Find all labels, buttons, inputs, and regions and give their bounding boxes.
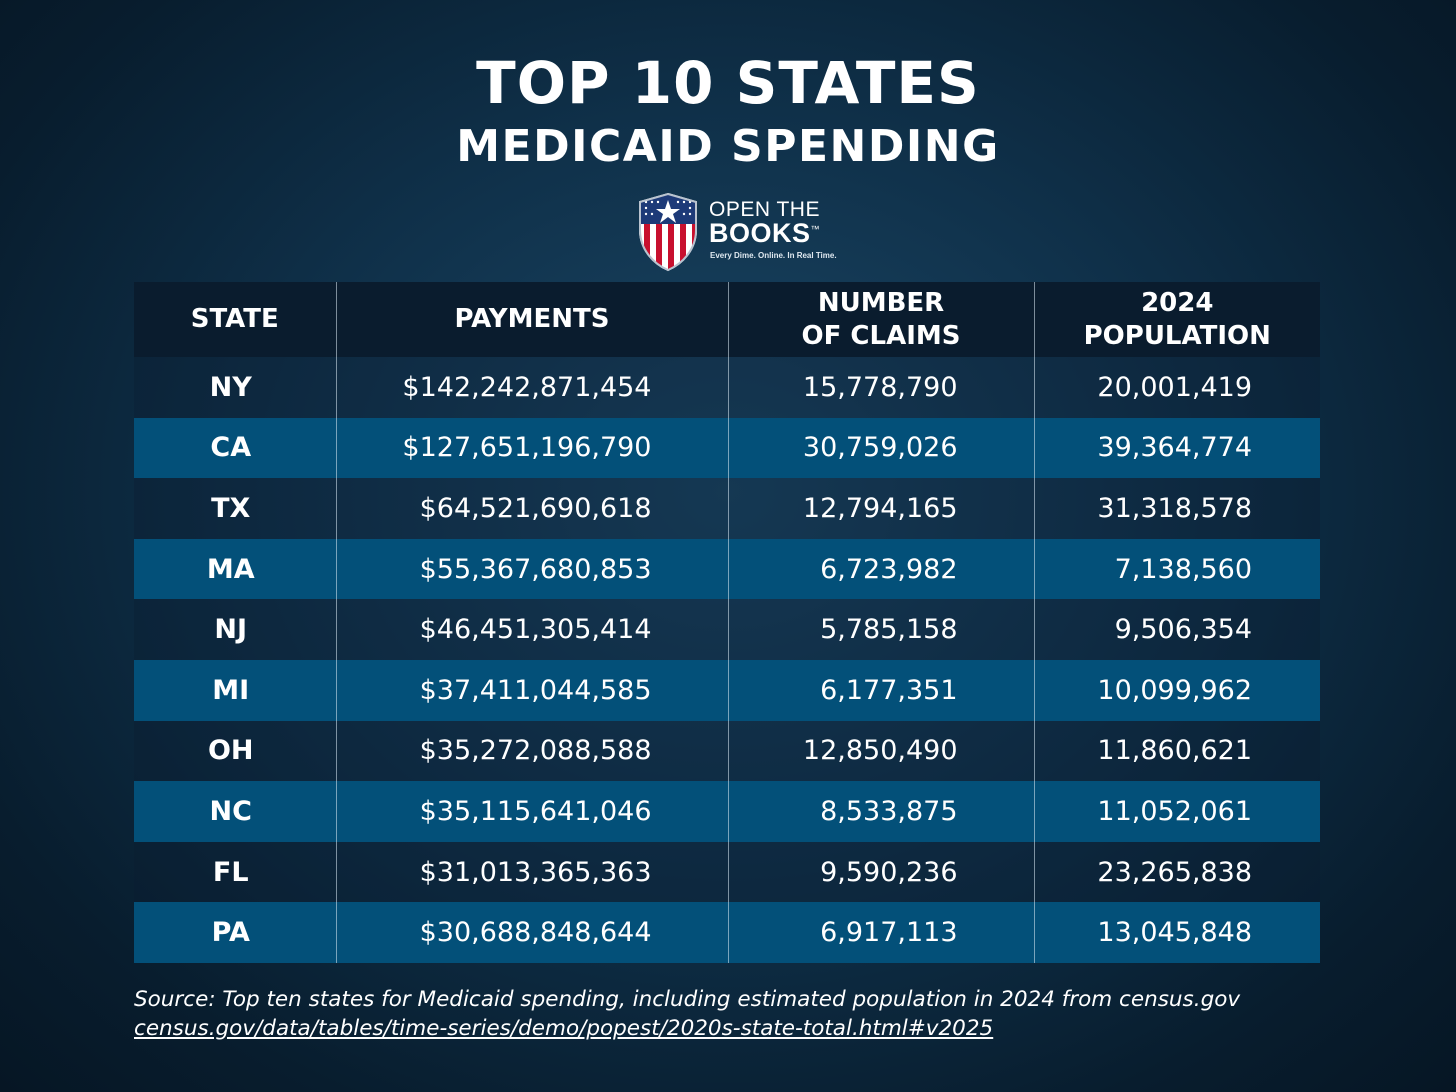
state-cell: PA xyxy=(134,902,336,963)
column-header-claims: NUMBER OF CLAIMS xyxy=(727,282,1034,357)
population-cell: 10,099,962 xyxy=(1033,659,1320,721)
payments-cell: $64,521,690,618 xyxy=(335,478,728,539)
payments-cell: $35,272,088,588 xyxy=(335,720,728,782)
shield-star-stripes-icon xyxy=(639,192,697,272)
claims-cell: 30,759,026 xyxy=(727,417,1034,479)
column-header-population: 2024 POPULATION xyxy=(1033,282,1320,357)
page-subtitle: MEDICAID SPENDING xyxy=(456,121,1000,172)
claims-cell: 6,723,982 xyxy=(727,538,1034,600)
state-cell: NC xyxy=(134,781,336,842)
table-header-row: STATE PAYMENTS NUMBER OF CLAIMS 2024 POPUL… xyxy=(134,282,1320,357)
column-header-state: STATE xyxy=(134,282,336,357)
logo-line-1: OPEN THE xyxy=(709,198,820,221)
population-cell: 39,364,774 xyxy=(1033,417,1320,479)
state-cell: MI xyxy=(134,659,336,721)
payments-cell: $31,013,365,363 xyxy=(335,841,728,903)
logo-tagline: Every Dime. Online. In Real Time. xyxy=(710,251,837,260)
column-header-claims-line1: NUMBER xyxy=(817,287,945,318)
table-row: NY $142,242,871,454 15,778,790 20,001,41… xyxy=(134,357,1320,418)
table-row: MI $37,411,044,585 6,177,351 10,099,962 xyxy=(134,659,1320,721)
population-cell: 31,318,578 xyxy=(1033,478,1320,539)
payments-cell: $55,367,680,853 xyxy=(335,538,728,600)
column-header-claims-line2: OF CLAIMS xyxy=(801,320,961,351)
column-header-payments: PAYMENTS xyxy=(335,282,728,357)
population-cell: 11,052,061 xyxy=(1033,781,1320,842)
table-row: FL $31,013,365,363 9,590,236 23,265,838 xyxy=(134,841,1320,903)
payments-cell: $37,411,044,585 xyxy=(335,659,728,721)
state-cell: OH xyxy=(134,720,336,782)
column-header-population-line1: 2024 xyxy=(1141,287,1214,318)
table-row: OH $35,272,088,588 12,850,490 11,860,621 xyxy=(134,720,1320,782)
trademark-symbol: ™ xyxy=(810,224,821,234)
state-cell: CA xyxy=(134,417,336,479)
medicaid-table: STATE PAYMENTS NUMBER OF CLAIMS 2024 POPUL… xyxy=(134,282,1320,963)
claims-cell: 9,590,236 xyxy=(727,841,1034,903)
claims-cell: 12,850,490 xyxy=(727,720,1034,782)
state-cell: TX xyxy=(134,478,336,539)
table-row: PA $30,688,848,644 6,917,113 13,045,848 xyxy=(134,902,1320,963)
claims-cell: 8,533,875 xyxy=(727,781,1034,842)
table-row: MA $55,367,680,853 6,723,982 7,138,560 xyxy=(134,538,1320,600)
page-title: TOP 10 STATES xyxy=(476,49,980,117)
source-note: Source: Top ten states for Medicaid spen… xyxy=(134,987,1241,1012)
payments-cell: $30,688,848,644 xyxy=(335,902,728,963)
payments-cell: $46,451,305,414 xyxy=(335,599,728,660)
claims-cell: 15,778,790 xyxy=(727,357,1034,418)
population-cell: 20,001,419 xyxy=(1033,357,1320,418)
data-table: STATE PAYMENTS NUMBER OF CLAIMS 2024 POPUL… xyxy=(134,282,1320,963)
population-cell: 9,506,354 xyxy=(1033,599,1320,660)
table-row: NJ $46,451,305,414 5,785,158 9,506,354 xyxy=(134,599,1320,660)
payments-cell: $35,115,641,046 xyxy=(335,781,728,842)
table-row: NC $35,115,641,046 8,533,875 11,052,061 xyxy=(134,781,1320,842)
open-the-books-logo: OPEN THE BOOKS™ Every Dime. Online. In R… xyxy=(636,192,837,274)
population-cell: 23,265,838 xyxy=(1033,841,1320,903)
source-link[interactable]: census.gov/data/tables/time-series/demo/… xyxy=(134,1016,994,1041)
claims-cell: 6,917,113 xyxy=(727,902,1034,963)
payments-cell: $142,242,871,454 xyxy=(335,357,728,418)
column-header-population-line2: POPULATION xyxy=(1083,320,1271,351)
logo-wordmark: BOOKS xyxy=(709,218,811,248)
claims-cell: 12,794,165 xyxy=(727,478,1034,539)
table-row: TX $64,521,690,618 12,794,165 31,318,578 xyxy=(134,478,1320,539)
population-cell: 7,138,560 xyxy=(1033,538,1320,600)
table-row: CA $127,651,196,790 30,759,026 39,364,77… xyxy=(134,417,1320,479)
claims-cell: 6,177,351 xyxy=(727,659,1034,721)
state-cell: NJ xyxy=(134,599,336,660)
population-cell: 11,860,621 xyxy=(1033,720,1320,782)
population-cell: 13,045,848 xyxy=(1033,902,1320,963)
payments-cell: $127,651,196,790 xyxy=(335,417,728,479)
logo-line-2: BOOKS™ xyxy=(709,218,820,249)
state-cell: MA xyxy=(134,538,336,600)
state-cell: FL xyxy=(134,841,336,903)
claims-cell: 5,785,158 xyxy=(727,599,1034,660)
state-cell: NY xyxy=(134,357,336,418)
